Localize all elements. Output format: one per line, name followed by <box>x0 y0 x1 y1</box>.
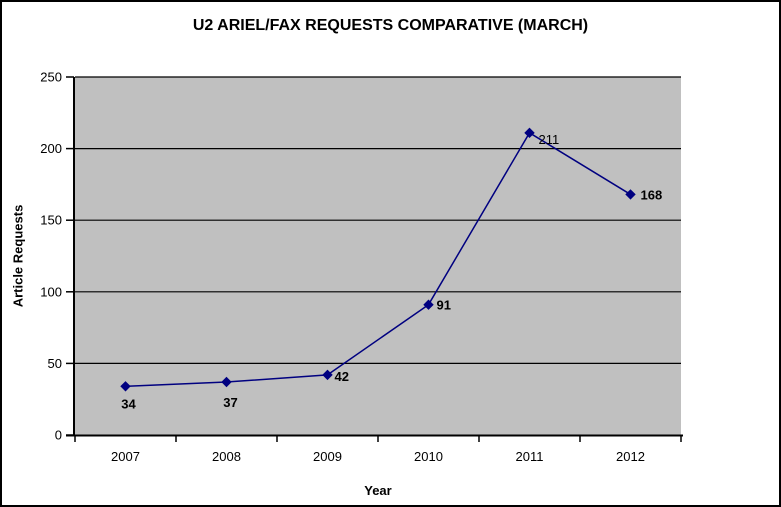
x-axis-tick-label: 2011 <box>516 449 544 464</box>
data-point-label: 37 <box>223 395 237 410</box>
data-point-marker <box>423 299 434 310</box>
data-point-label: 211 <box>539 132 560 147</box>
y-axis-tick-label: 0 <box>55 428 62 443</box>
data-point-marker <box>120 381 131 392</box>
chart-title: U2 ARIEL/FAX REQUESTS COMPARATIVE (MARCH… <box>192 17 589 34</box>
data-point-label: 168 <box>641 187 663 202</box>
x-axis-title: Year <box>364 483 392 498</box>
plot-background <box>75 77 681 435</box>
x-axis-tick-label: 2008 <box>212 449 241 464</box>
data-point-label: 34 <box>121 396 136 411</box>
y-axis-tick-label: 50 <box>48 356 62 371</box>
data-point-label: 42 <box>335 369 349 384</box>
data-point-marker <box>524 127 535 139</box>
y-axis-tick-label: 250 <box>40 70 62 85</box>
series-line <box>125 131 631 388</box>
data-point-marker <box>221 376 232 388</box>
y-axis-tick-label: 200 <box>40 141 62 156</box>
y-axis-tick-label: 100 <box>40 284 62 299</box>
x-axis-tick-label: 2012 <box>616 449 645 464</box>
x-axis-tick-label: 2007 <box>111 449 140 464</box>
data-point-label: 91 <box>437 298 451 313</box>
x-axis-tick-label: 2010 <box>414 449 443 464</box>
y-axis-tick-label: 150 <box>40 213 62 228</box>
x-axis-tick-label: 2009 <box>313 449 342 464</box>
data-point-marker <box>625 189 636 200</box>
data-point-marker <box>322 369 333 381</box>
